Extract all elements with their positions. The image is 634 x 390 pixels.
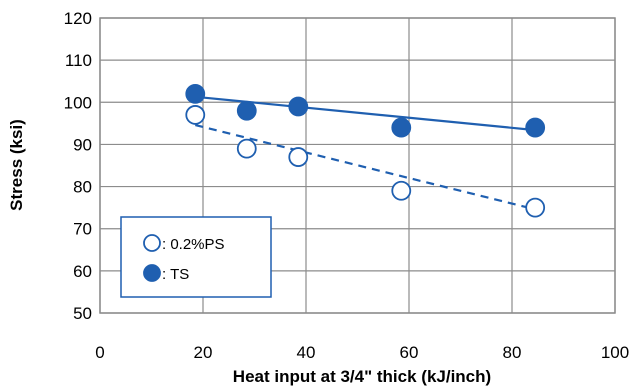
x-tick-labels: 0 20 40 60 80 100	[95, 343, 629, 362]
x-tick-label: 40	[297, 343, 316, 362]
legend-marker-open	[143, 234, 161, 252]
legend-marker-filled	[143, 264, 161, 282]
legend-label-ts: : TS	[162, 266, 189, 283]
y-tick-label: 70	[73, 220, 92, 239]
data-point-ts	[185, 83, 206, 104]
y-tick-label: 100	[64, 93, 92, 112]
data-point-ts	[288, 96, 309, 117]
data-point-ps	[236, 138, 257, 159]
x-tick-label: 0	[95, 343, 104, 362]
data-point-ps	[391, 180, 412, 201]
legend: : 0.2%PS : TS	[120, 216, 272, 298]
y-tick-label: 50	[73, 304, 92, 323]
y-tick-label: 90	[73, 135, 92, 154]
y-tick-label: 110	[65, 51, 92, 70]
y-tick-label: 80	[73, 178, 92, 197]
y-tick-label: 120	[64, 9, 92, 28]
data-point-ts	[525, 117, 546, 138]
plot-border	[99, 17, 616, 314]
data-point-ts	[391, 117, 412, 138]
y-tick-label: 60	[73, 262, 92, 281]
data-point-ps	[525, 197, 546, 218]
data-points	[185, 83, 546, 218]
x-axis-title: Heat input at 3/4" thick (kJ/inch)	[233, 367, 491, 386]
x-tick-label: 20	[194, 343, 213, 362]
data-point-ps	[288, 147, 309, 167]
y-tick-labels: 50 60 70 80 90 100 110 120	[64, 9, 92, 323]
legend-label-ps: : 0.2%PS	[162, 236, 225, 253]
legend-box	[120, 216, 272, 298]
y-axis-title: Stress (ksi)	[7, 119, 26, 211]
x-tick-label: 60	[400, 343, 419, 362]
x-tick-label: 100	[601, 343, 629, 362]
trendline-ps	[195, 123, 536, 211]
data-point-ps	[185, 105, 206, 125]
x-tick-label: 80	[503, 343, 522, 362]
data-point-ts	[236, 100, 257, 121]
